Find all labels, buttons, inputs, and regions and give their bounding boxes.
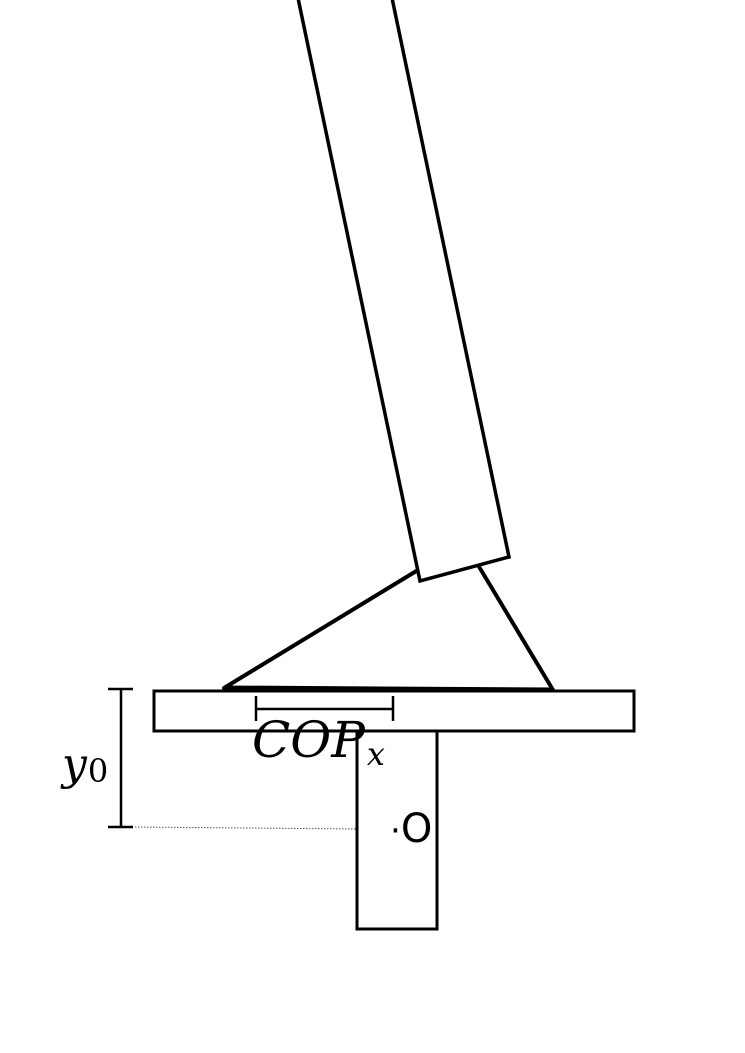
origin-letter: O — [401, 806, 432, 852]
origin-guide-line — [134, 826, 358, 830]
cop-x-label: COPx — [252, 711, 385, 773]
y0-label: y0 — [60, 739, 108, 790]
cop-label-main: COP — [252, 711, 366, 769]
cop-label-subscript: x — [367, 735, 385, 773]
y0-dimension — [108, 687, 133, 829]
y0-label-subscript: 0 — [88, 752, 108, 790]
cop-x-bracket — [254, 696, 395, 721]
sole-contact-line — [223, 685, 554, 693]
foot-shape — [222, 563, 555, 692]
y0-label-main: y — [60, 739, 88, 790]
shank-segment — [296, 0, 512, 584]
origin-label: ·O — [390, 806, 432, 852]
origin-marker: · — [390, 811, 401, 851]
